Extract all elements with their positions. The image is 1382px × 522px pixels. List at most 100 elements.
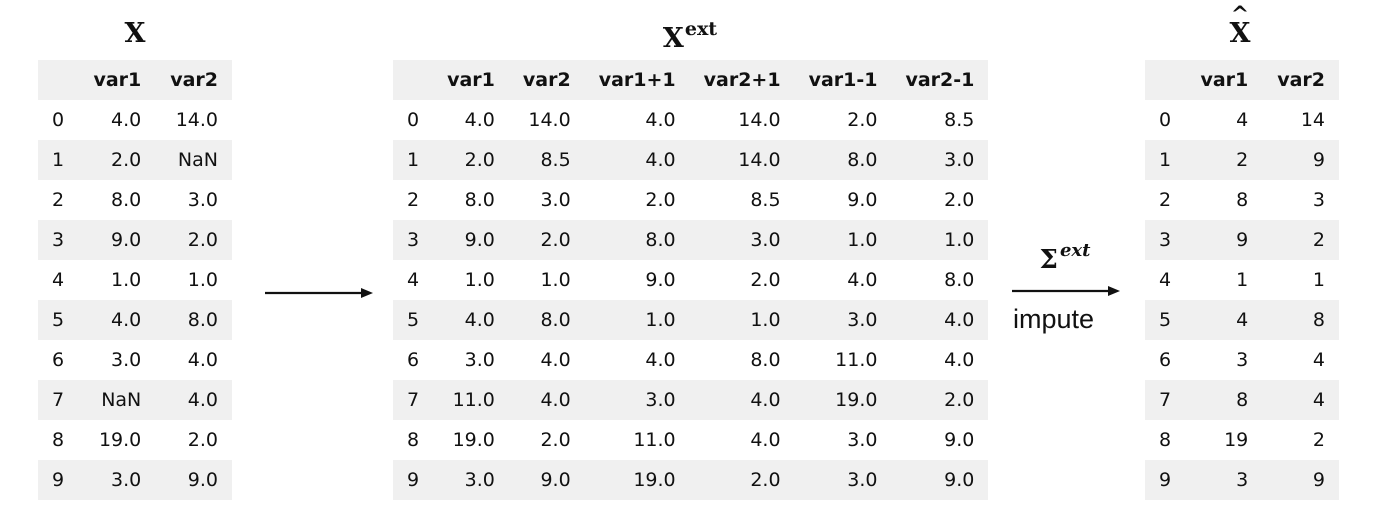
row-index: 7 — [393, 380, 434, 420]
table-cell: 2.0 — [508, 220, 585, 260]
table-row: 0 4 14 — [1145, 100, 1339, 140]
table-cell: 3.0 — [689, 220, 795, 260]
table-cell: 4.0 — [540, 349, 571, 371]
table-cell: 1.0 — [794, 220, 892, 260]
table-cell: 9.0 — [155, 460, 232, 500]
table-cell: 9.0 — [891, 460, 989, 500]
table-cell: 14.0 — [528, 109, 571, 131]
table-cell: 8 — [1262, 300, 1339, 340]
table-cell: 8.0 — [794, 140, 892, 180]
table-cell: NaN — [155, 140, 232, 180]
table-cell: 8 — [1236, 189, 1249, 211]
table-cell: 19.0 — [98, 429, 142, 451]
right-table-title: ^ X — [1229, 2, 1251, 49]
table-cell: 2 — [1185, 140, 1263, 180]
imputed-dataframe-table: var1 var2 0 4 14 1 2 9 2 8 3 3 9 2 4 1 1 5 4 8 6 3 4 7 8 4 8 19 2 9 3 9 — [1145, 60, 1339, 500]
table-cell: 8.0 — [750, 349, 781, 371]
table-cell: 4.0 — [847, 269, 878, 291]
row-index: 0 — [407, 109, 420, 131]
row-index: 6 — [1159, 349, 1172, 371]
table-cell: 2.0 — [847, 109, 878, 131]
table-cell: 8.0 — [584, 220, 690, 260]
column-header: var2 — [1277, 69, 1325, 91]
table-row: 4 1.0 1.0 9.0 2.0 4.0 8.0 — [393, 260, 988, 300]
table-cell: 8 — [1185, 380, 1263, 420]
table-row: 4 1.0 1.0 — [38, 260, 232, 300]
table-cell: 8.5 — [508, 140, 585, 180]
table-cell: 4 — [1185, 300, 1263, 340]
table-cell: 9.0 — [508, 460, 585, 500]
table-cell: 8.0 — [111, 189, 142, 211]
row-index: 5 — [38, 300, 79, 340]
row-index: 5 — [1145, 300, 1186, 340]
table-row: 3 9.0 2.0 8.0 3.0 1.0 1.0 — [393, 220, 989, 260]
table-cell: 11.0 — [433, 380, 509, 420]
impute-arrow-icon — [1012, 286, 1120, 296]
row-index: 9 — [1145, 460, 1186, 500]
column-header: var2 — [522, 69, 571, 91]
table-cell: 8.0 — [155, 300, 232, 340]
table-cell: 3.0 — [794, 460, 892, 500]
table-cell: 9.0 — [433, 220, 509, 260]
table-cell: 9 — [1185, 220, 1263, 260]
table-cell: 4.0 — [78, 300, 156, 340]
table-cell: 14.0 — [175, 109, 218, 131]
table-cell: 4.0 — [584, 140, 690, 180]
column-header: var2+1 — [703, 69, 781, 91]
row-index: 5 — [393, 300, 434, 340]
table-cell: 8.0 — [508, 300, 585, 340]
table-cell: 4.0 — [891, 300, 989, 340]
table-cell: 3 — [1185, 460, 1263, 500]
column-header: var1+1 — [598, 69, 676, 91]
transform-arrow-icon — [265, 288, 373, 298]
table-cell: 4.0 — [750, 429, 781, 451]
middle-table-title: Xext — [662, 18, 718, 54]
table-cell: 14.0 — [689, 140, 795, 180]
table-cell: 1.0 — [584, 300, 690, 340]
table-cell: 19 — [1224, 429, 1249, 451]
table-cell: 1.0 — [187, 269, 218, 291]
table-cell: 8.5 — [944, 109, 975, 131]
table-cell: 2.0 — [540, 429, 571, 451]
table-row: 1 2.0 8.5 4.0 14.0 8.0 3.0 — [393, 140, 989, 180]
table-row: 0 4.0 14.0 — [38, 100, 232, 140]
table-cell: 1.0 — [689, 300, 795, 340]
table-cell: 3.0 — [111, 349, 142, 371]
row-index: 8 — [1159, 429, 1172, 451]
table-cell: 2.0 — [944, 189, 975, 211]
table-row: 8 19 2 — [1145, 420, 1339, 460]
row-index: 9 — [393, 460, 434, 500]
table-cell: 4 — [1262, 380, 1339, 420]
table-cell: 2 — [1312, 429, 1325, 451]
table-row: 4 1 1 — [1145, 260, 1339, 300]
row-index: 1 — [38, 140, 79, 180]
table-cell: 8.0 — [944, 269, 975, 291]
table-row: 9 3.0 9.0 — [38, 460, 232, 500]
row-index: 2 — [52, 189, 65, 211]
table-cell: 3.0 — [187, 189, 218, 211]
table-cell: 3 — [1312, 189, 1325, 211]
table-cell: 4.0 — [433, 300, 509, 340]
table-row: 2 8 3 — [1145, 180, 1339, 220]
row-index: 3 — [38, 220, 79, 260]
row-index: 8 — [52, 429, 65, 451]
table-row: 9 3.0 9.0 19.0 2.0 3.0 9.0 — [393, 460, 989, 500]
row-index: 0 — [52, 109, 65, 131]
table-cell: 3.0 — [540, 189, 571, 211]
table-cell: 8.0 — [464, 189, 495, 211]
table-cell: NaN — [78, 380, 156, 420]
table-row: 8 19.0 2.0 11.0 4.0 3.0 9.0 — [393, 420, 988, 460]
row-index: 9 — [38, 460, 79, 500]
row-index: 6 — [407, 349, 420, 371]
row-index: 8 — [407, 429, 420, 451]
table-cell: 2.0 — [155, 220, 232, 260]
table-cell: 2.0 — [78, 140, 156, 180]
table-row: 7 NaN 4.0 — [38, 380, 232, 420]
table-cell: 2.0 — [689, 460, 795, 500]
table-row: 2 8.0 3.0 2.0 8.5 9.0 2.0 — [393, 180, 988, 220]
impute-label: impute — [1013, 304, 1095, 334]
table-row: 3 9.0 2.0 — [38, 220, 232, 260]
index-header-cell — [393, 60, 433, 100]
